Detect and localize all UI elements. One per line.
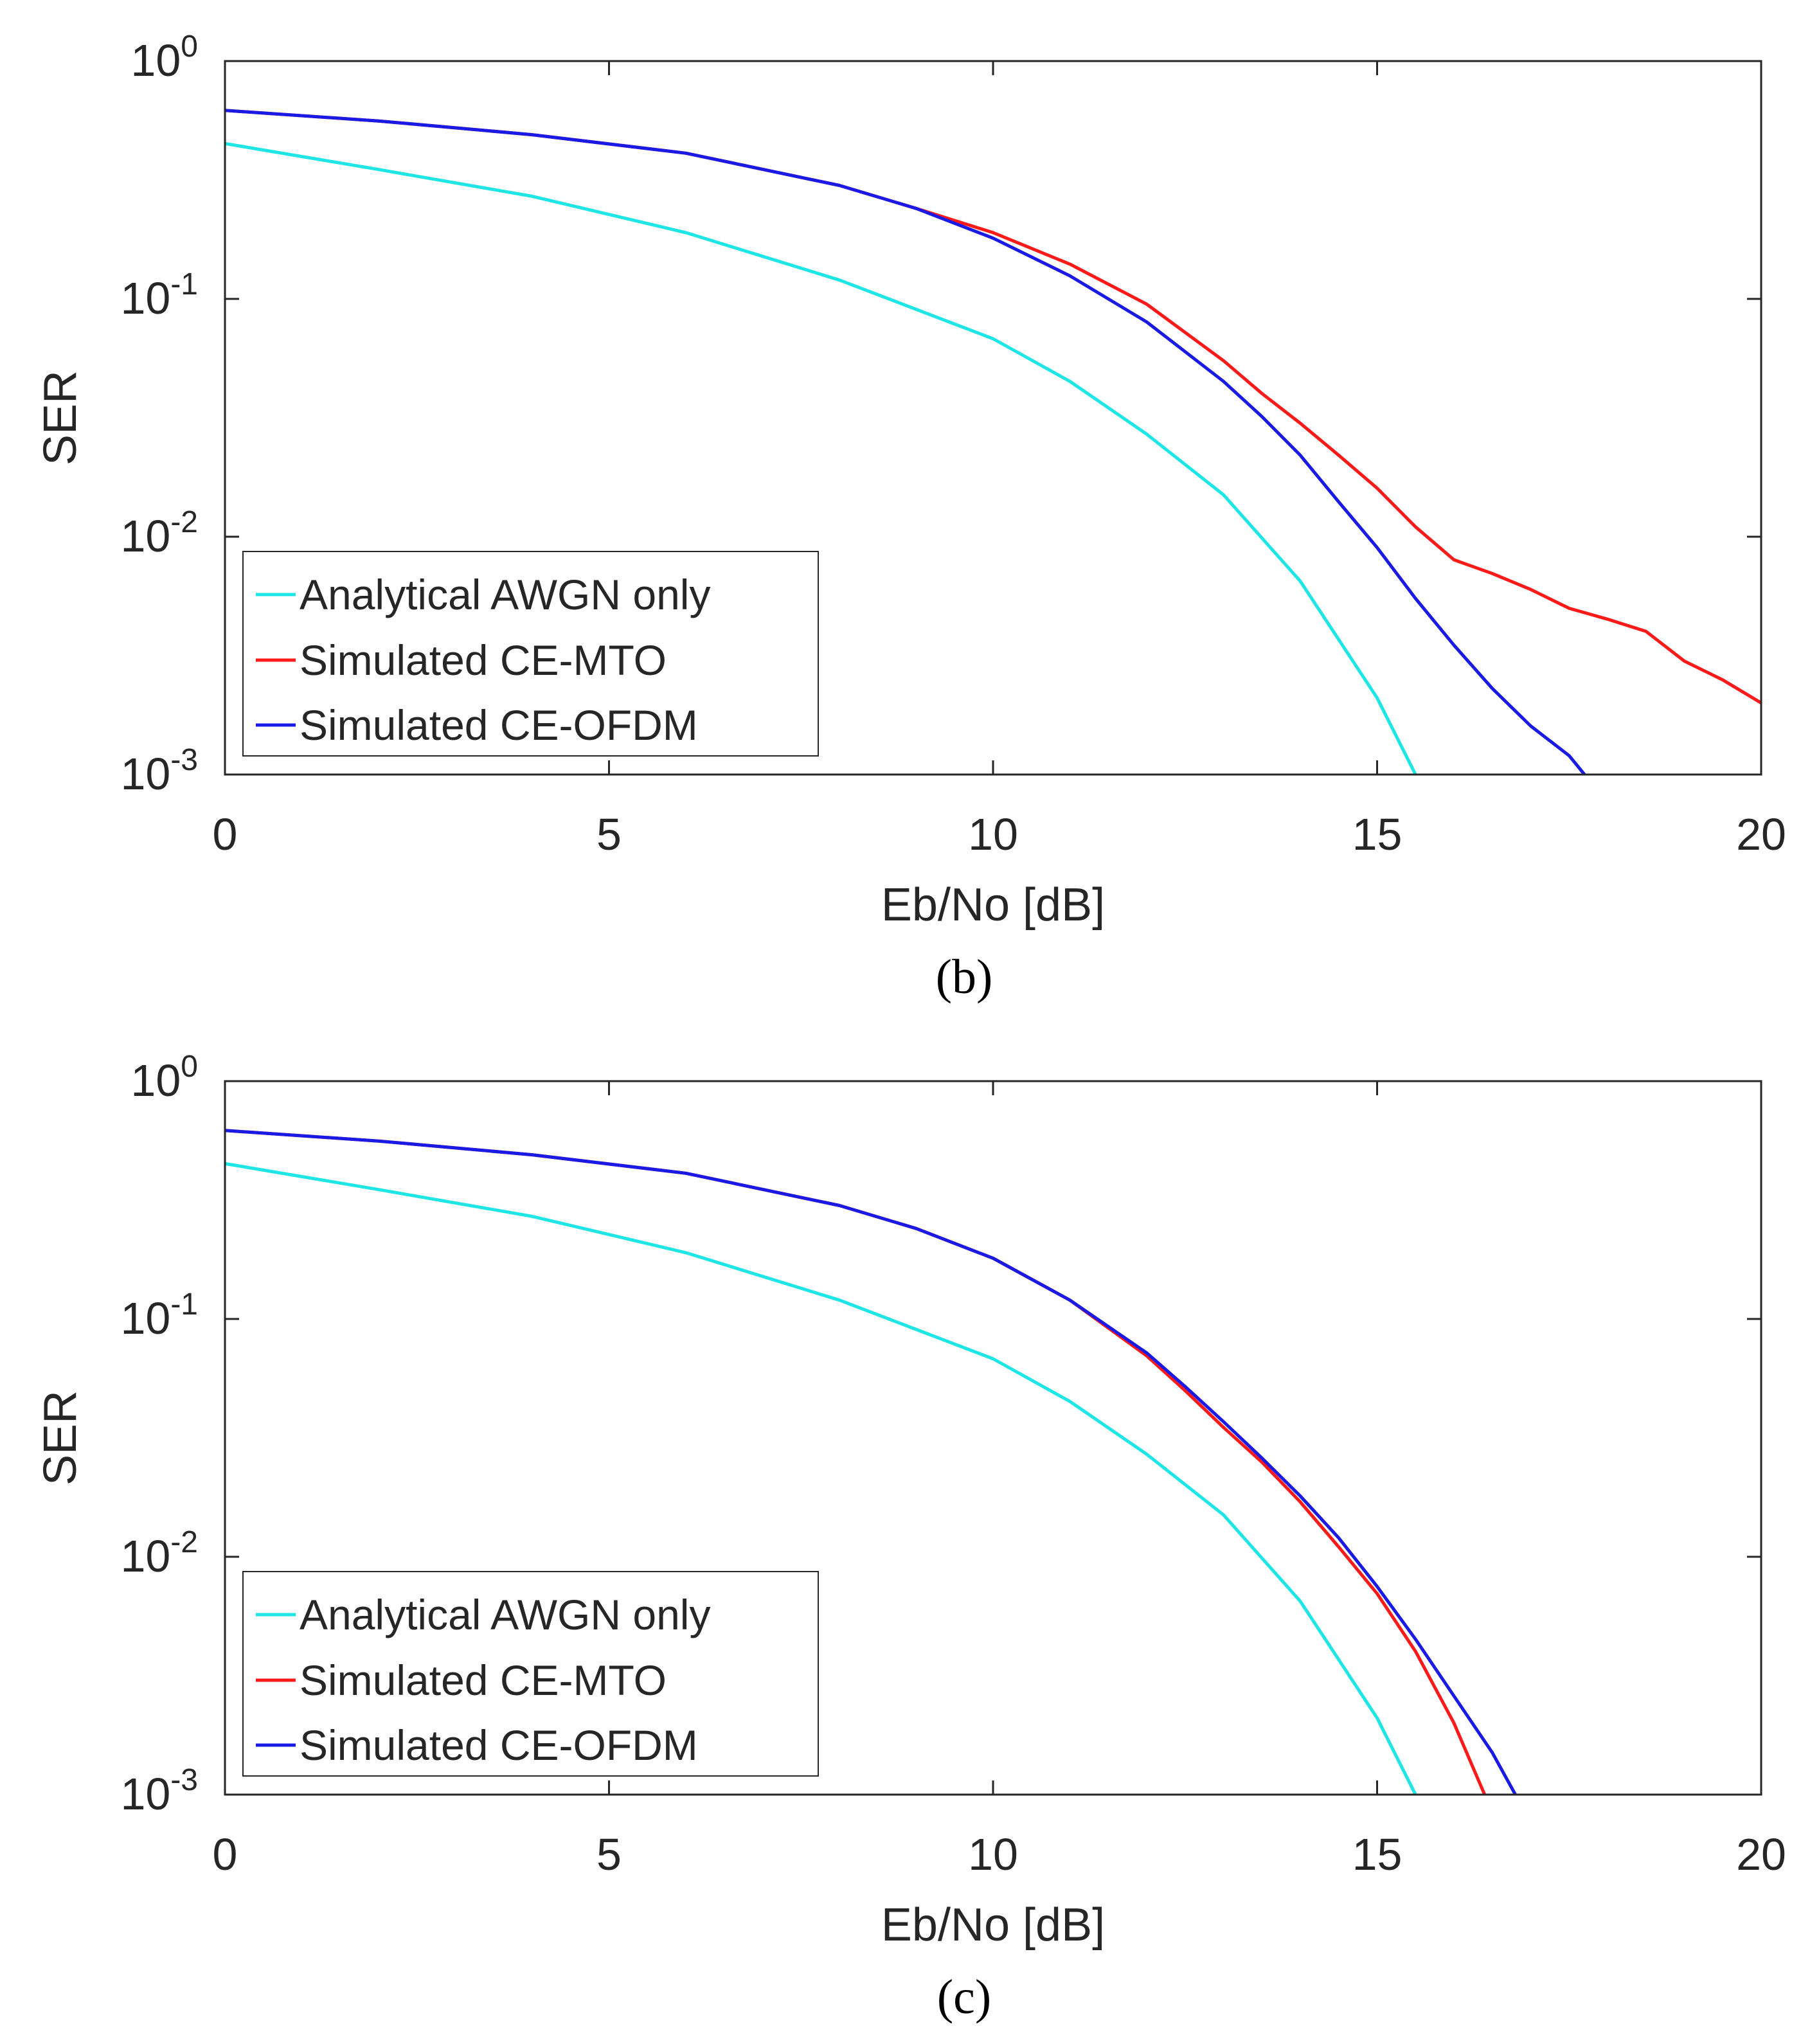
legend: Analytical AWGN only Simulated CE-MTO Si… [242, 551, 819, 757]
tick-layer [224, 60, 1762, 776]
y-axis-label: SER [35, 370, 86, 465]
legend: Analytical AWGN only Simulated CE-MTO Si… [242, 1571, 819, 1777]
legend-label: Simulated CE-MTO [300, 1656, 667, 1704]
legend-box [242, 551, 819, 757]
y-tick-label: 10-2 [120, 1525, 198, 1581]
y-tick-label: 10-1 [120, 1287, 198, 1343]
x-tick-label: 15 [1352, 1829, 1402, 1879]
x-tick-label: 5 [596, 1829, 622, 1879]
panel-caption: (b) [936, 950, 993, 1004]
x-tick-label: 10 [968, 1829, 1018, 1879]
series-line-analytical-awgn-only [225, 1161, 1417, 1795]
series-line-simulated-ce-ofdm [225, 109, 1586, 775]
legend-label: Analytical AWGN only [300, 571, 710, 618]
y-tick-label: 100 [130, 1050, 198, 1106]
x-tick-label: 0 [213, 809, 238, 859]
series-layer [225, 1129, 1517, 1795]
y-tick-label: 10-1 [120, 267, 198, 323]
y-tick-label: 10-3 [120, 743, 198, 799]
series-line-simulated-ce-ofdm [225, 1129, 1517, 1795]
x-axis-label: Eb/No [dB] [881, 1899, 1105, 1951]
panel-c: 100 10-1 10-2 10-3 0 5 10 15 20 Eb/No [d… [35, 1050, 1786, 2024]
series-line-analytical-awgn-only [225, 141, 1417, 775]
x-tick-label: 20 [1736, 1829, 1786, 1879]
tick-layer [224, 1080, 1762, 1796]
x-axis-label: Eb/No [dB] [881, 879, 1105, 931]
legend-label: Simulated CE-MTO [300, 636, 667, 684]
legend-label: Simulated CE-OFDM [300, 701, 698, 749]
y-axis-label: SER [35, 1390, 86, 1485]
x-tick-label: 20 [1736, 809, 1786, 859]
legend-label: Simulated CE-OFDM [300, 1721, 698, 1769]
legend-box [242, 1571, 819, 1777]
x-tick-label: 5 [596, 809, 622, 859]
x-tick-label: 15 [1352, 809, 1402, 859]
x-tick-label: 0 [213, 1829, 238, 1879]
x-tick-label: 10 [968, 809, 1018, 859]
panel-b: 100 10-1 10-2 10-3 0 5 10 15 20 Eb/No [d… [35, 30, 1786, 1004]
panel-caption: (c) [937, 1970, 991, 2024]
series-layer [225, 109, 1761, 775]
y-tick-label: 100 [130, 30, 198, 85]
legend-label: Analytical AWGN only [300, 1591, 710, 1638]
y-tick-label: 10-2 [120, 505, 198, 561]
y-tick-label: 10-3 [120, 1763, 198, 1819]
